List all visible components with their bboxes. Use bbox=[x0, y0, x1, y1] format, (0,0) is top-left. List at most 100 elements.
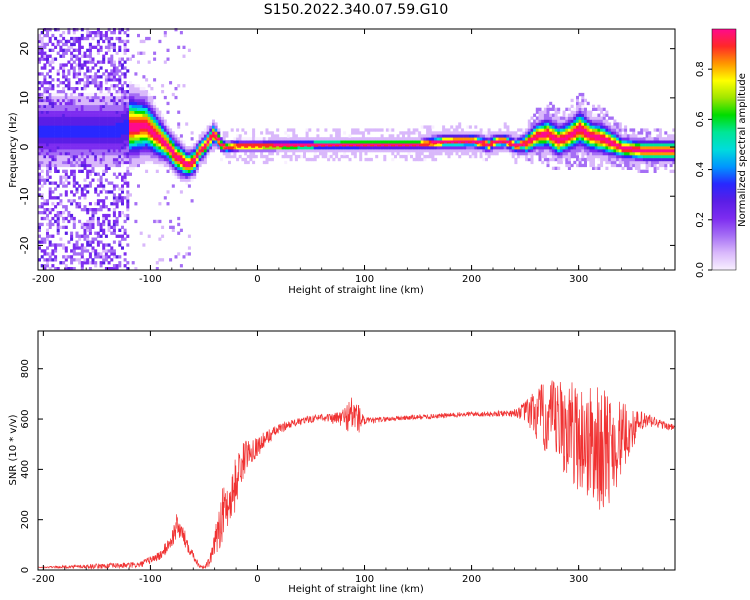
heatmap-cell bbox=[78, 234, 82, 238]
heatmap-cell bbox=[335, 134, 339, 138]
heatmap-cell bbox=[59, 134, 63, 138]
heatmap-cell bbox=[621, 146, 625, 150]
heatmap-cell bbox=[522, 134, 526, 138]
heatmap-cell bbox=[321, 137, 325, 141]
heatmap-cell bbox=[51, 163, 55, 168]
heatmap-cell bbox=[118, 137, 122, 141]
heatmap-cell bbox=[190, 175, 194, 179]
heatmap-cell bbox=[592, 122, 595, 126]
heatmap-cell bbox=[75, 252, 79, 256]
heatmap-cell bbox=[624, 149, 628, 153]
heatmap-cell bbox=[88, 119, 92, 123]
heatmap-cell bbox=[134, 131, 138, 135]
heatmap-cell bbox=[110, 231, 114, 235]
heatmap-cell bbox=[268, 131, 272, 135]
heatmap-cell bbox=[565, 125, 569, 129]
heatmap-cell bbox=[667, 140, 670, 144]
heatmap-cell bbox=[584, 140, 587, 144]
heatmap-cell bbox=[212, 134, 215, 138]
heatmap-cell bbox=[78, 237, 82, 241]
heatmap-cell bbox=[642, 128, 646, 132]
heatmap-cell bbox=[86, 261, 90, 265]
heatmap-cell bbox=[581, 125, 585, 129]
heatmap-cell bbox=[112, 87, 116, 91]
heatmap-cell bbox=[589, 116, 593, 120]
heatmap-cell bbox=[67, 157, 71, 162]
heatmap-cell bbox=[565, 160, 569, 165]
heatmap-cell bbox=[126, 107, 130, 111]
heatmap-cell bbox=[48, 169, 52, 173]
heatmap-cell bbox=[38, 33, 41, 38]
heatmap-cell bbox=[51, 104, 55, 108]
heatmap-cell bbox=[112, 31, 116, 35]
heatmap-cell bbox=[78, 57, 82, 61]
heatmap-cell bbox=[303, 140, 306, 144]
heatmap-cell bbox=[337, 143, 341, 147]
heatmap-cell bbox=[321, 152, 325, 156]
heatmap-cell bbox=[78, 51, 82, 55]
heatmap-cell bbox=[616, 137, 620, 141]
heatmap-cell bbox=[206, 137, 210, 141]
heatmap-cell bbox=[557, 131, 561, 135]
heatmap-cell bbox=[142, 87, 146, 91]
heatmap-cell bbox=[597, 107, 601, 111]
heatmap-cell bbox=[578, 157, 582, 162]
heatmap-cell bbox=[637, 169, 641, 173]
heatmap-cell bbox=[608, 152, 612, 156]
heatmap-cell bbox=[129, 98, 132, 103]
heatmap-cell bbox=[40, 98, 44, 103]
heatmap-cell bbox=[201, 131, 205, 135]
heatmap-cell bbox=[134, 84, 138, 88]
heatmap-cell bbox=[72, 169, 76, 173]
heatmap-cell bbox=[118, 157, 122, 162]
heatmap-cell bbox=[86, 101, 90, 106]
heatmap-cell bbox=[107, 149, 111, 153]
heatmap-cell bbox=[672, 146, 676, 150]
heatmap-cell bbox=[361, 140, 365, 144]
heatmap-cell bbox=[94, 116, 98, 120]
heatmap-cell bbox=[96, 116, 100, 120]
heatmap-cell bbox=[38, 234, 41, 238]
heatmap-cell bbox=[455, 149, 459, 153]
heatmap-cell bbox=[610, 137, 614, 141]
heatmap-cell bbox=[67, 31, 71, 35]
heatmap-cell bbox=[48, 163, 52, 168]
heatmap-cell bbox=[134, 87, 138, 91]
heatmap-cell bbox=[70, 231, 74, 235]
heatmap-cell bbox=[452, 143, 456, 147]
heatmap-cell bbox=[444, 140, 448, 144]
heatmap-cell bbox=[634, 146, 638, 150]
heatmap-cell bbox=[640, 140, 644, 144]
heatmap-cell bbox=[64, 146, 68, 150]
heatmap-cell bbox=[78, 98, 82, 103]
heatmap-cell bbox=[126, 101, 130, 106]
heatmap-cell bbox=[72, 252, 76, 256]
heatmap-cell bbox=[426, 149, 430, 153]
heatmap-cell bbox=[70, 107, 74, 111]
heatmap-cell bbox=[46, 110, 49, 114]
heatmap-cell bbox=[527, 134, 531, 138]
heatmap-cell bbox=[177, 154, 181, 159]
heatmap-cell bbox=[303, 149, 306, 153]
heatmap-cell bbox=[72, 104, 76, 108]
heatmap-cell bbox=[48, 69, 52, 73]
heatmap-cell bbox=[48, 208, 52, 212]
heatmap-cell bbox=[102, 199, 106, 203]
heatmap-cell bbox=[72, 222, 76, 227]
heatmap-cell bbox=[123, 60, 127, 64]
heatmap-cell bbox=[110, 258, 114, 262]
heatmap-cell bbox=[171, 137, 175, 141]
heatmap-cell bbox=[121, 184, 124, 188]
heatmap-cell bbox=[94, 190, 98, 194]
heatmap-cell bbox=[40, 149, 44, 153]
heatmap-cell bbox=[40, 211, 44, 215]
heatmap-cell bbox=[75, 190, 79, 194]
heatmap-cell bbox=[80, 66, 84, 70]
heatmap-cell bbox=[468, 134, 472, 138]
heatmap-cell bbox=[115, 51, 119, 55]
heatmap-cell bbox=[303, 146, 306, 150]
heatmap-cell bbox=[634, 154, 638, 159]
heatmap-cell bbox=[565, 131, 569, 135]
heatmap-cell bbox=[653, 140, 657, 144]
heatmap-cell bbox=[126, 125, 130, 129]
